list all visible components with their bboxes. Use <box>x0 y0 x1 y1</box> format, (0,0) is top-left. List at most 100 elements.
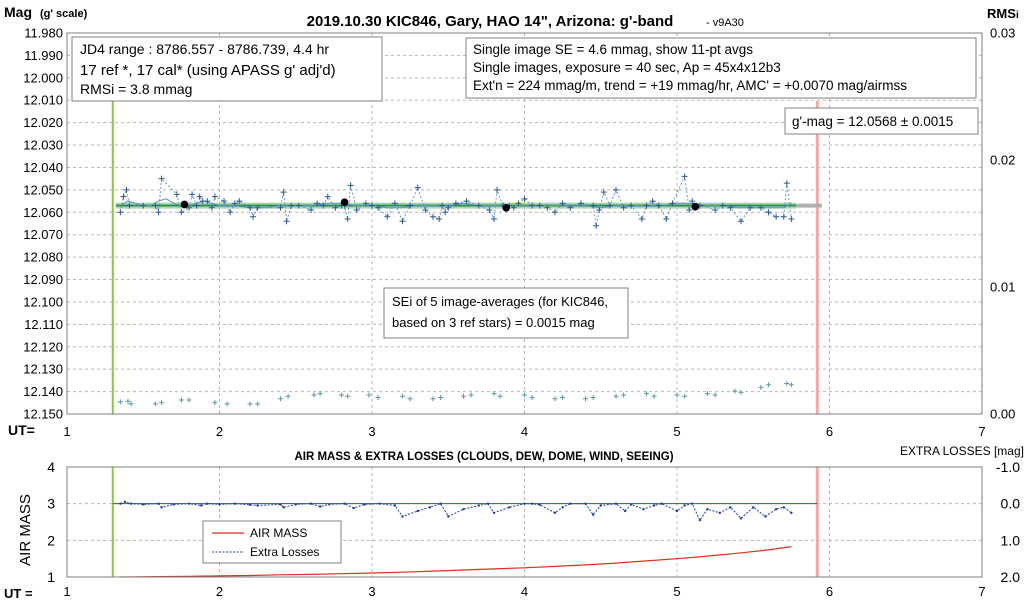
airmass-chart: AIR MASS & EXTRA LOSSES (CLOUDS, DEW, DO… <box>4 444 1024 601</box>
extra-losses-point <box>233 502 236 505</box>
extra-losses-point <box>630 503 633 506</box>
extra-losses-point <box>553 511 557 515</box>
data-point <box>308 207 314 214</box>
data-point <box>544 204 551 211</box>
data-point <box>320 202 327 209</box>
x-axis-label: UT= <box>8 422 35 438</box>
extra-losses-point <box>523 502 526 505</box>
data-point <box>347 182 354 189</box>
image-average-point <box>502 204 511 212</box>
extra-losses-point <box>352 506 355 510</box>
rms-point <box>766 382 771 388</box>
data-point <box>788 216 795 223</box>
extra-losses-point <box>752 506 755 509</box>
airmass-series-group <box>119 500 793 578</box>
airmass-y2-tick-label: 2.0 <box>1001 569 1021 585</box>
data-point <box>314 200 321 207</box>
data-point <box>669 200 676 207</box>
data-point <box>628 202 635 209</box>
rms-point <box>430 396 436 402</box>
y-axis-label-sub: (g' scale) <box>40 8 88 20</box>
rms-point <box>522 392 527 398</box>
airmass-x-tick-label: 3 <box>368 584 375 599</box>
data-point <box>158 175 165 182</box>
extra-losses-point <box>378 502 381 505</box>
rms-point <box>317 391 323 397</box>
data-point <box>186 204 192 211</box>
rms-point <box>255 401 261 407</box>
airmass-x-label: UT = <box>4 586 33 601</box>
data-point <box>596 207 603 214</box>
extra-losses-point <box>591 513 595 516</box>
airmass-y2-tick-label: 0.0 <box>1001 496 1021 512</box>
extra-losses-point <box>508 506 511 509</box>
annotation-jd-line-3: RMSi = 3.8 mmag <box>80 81 192 97</box>
data-point <box>231 200 238 207</box>
data-point <box>384 213 391 220</box>
main-chart-title: 2019.10.30 KIC846, Gary, HAO 14", Arizon… <box>307 13 674 30</box>
extra-losses-point <box>660 502 663 505</box>
y-tick-label: 12.120 <box>23 339 63 354</box>
data-point <box>719 202 726 209</box>
data-point <box>681 173 688 180</box>
extra-losses-point <box>623 509 627 513</box>
airmass-y-tick-labels: 1 2 3 4 <box>47 459 55 585</box>
y-tick-label: 11.980 <box>24 26 63 41</box>
rms-point <box>278 396 283 402</box>
data-point <box>765 209 772 216</box>
y2-tick-label: 0.03 <box>990 26 1015 41</box>
rms-point <box>407 396 413 402</box>
y-tick-label: 12.020 <box>23 115 63 130</box>
extra-losses-point <box>652 504 656 507</box>
extra-losses-point <box>477 504 480 507</box>
data-point <box>536 202 543 209</box>
data-point <box>757 204 764 211</box>
rms-point <box>345 393 351 399</box>
y-tick-labels: 11.980 11.990 12.000 12.010 12.020 12.030 12.0… <box>23 26 63 422</box>
data-point <box>445 204 452 211</box>
data-point <box>211 193 218 200</box>
airmass-x-tick-label: 4 <box>521 584 528 599</box>
rms-point <box>468 392 474 398</box>
rms-point <box>497 393 503 399</box>
data-point <box>655 202 662 209</box>
data-point <box>567 204 574 211</box>
annotation-jd-box: JD4 range : 8786.557 - 8786.739, 4.4 hr … <box>71 36 383 102</box>
annotation-info-box: Single image SE = 4.6 mmag, show 11-pt a… <box>465 37 977 99</box>
extra-losses-point <box>492 511 496 515</box>
y-tick-label: 12.100 <box>23 294 63 309</box>
extra-losses-point <box>642 507 645 511</box>
rms-point <box>732 388 738 394</box>
data-point <box>559 200 566 207</box>
data-point <box>613 186 619 193</box>
annotation-info-line-2: Single images, exposure = 40 sec, Ap = 4… <box>473 60 781 75</box>
extra-losses-point <box>248 503 252 506</box>
airmass-y2-tick-label: -1.0 <box>996 459 1020 475</box>
data-point <box>123 186 130 193</box>
data-point <box>283 218 290 225</box>
extra-losses-point <box>119 502 122 505</box>
rms-points <box>117 381 794 407</box>
annotation-info-line-3: Ext'n = 224 mmag/m, trend = +19 mmag/hr,… <box>473 78 907 93</box>
y-tick-label: 12.000 <box>23 70 63 85</box>
data-point <box>638 216 645 223</box>
data-point <box>593 222 600 229</box>
legend-label-extra-losses: Extra Losses <box>250 545 319 559</box>
data-point <box>494 186 501 193</box>
extra-losses-point <box>584 502 587 505</box>
y-axis-label: Mag <box>4 4 32 20</box>
data-point <box>590 202 597 209</box>
data-point <box>780 213 787 220</box>
data-point <box>606 202 613 209</box>
rms-point <box>583 396 588 402</box>
rms-point <box>784 381 790 387</box>
rms-point <box>339 392 344 398</box>
extra-losses-point <box>309 502 313 505</box>
extra-losses-point <box>706 507 709 511</box>
annotation-gmag-box: g'-mag = 12.0568 ± 0.0015 <box>784 107 979 135</box>
annotation-sei-box: SEi of 5 image-averages (for KIC846, bas… <box>383 287 629 339</box>
rms-point <box>159 400 165 406</box>
extra-losses-point <box>718 511 721 515</box>
x-tick-label: 3 <box>368 424 375 439</box>
